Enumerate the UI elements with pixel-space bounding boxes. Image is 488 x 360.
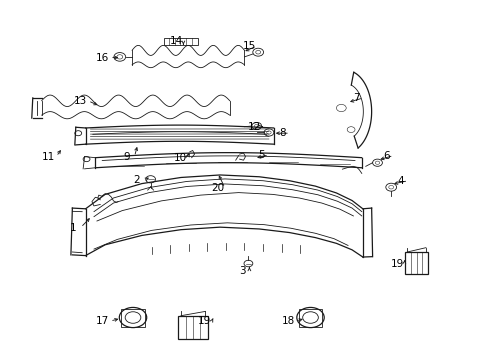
Text: 9: 9	[123, 152, 130, 162]
Text: 12: 12	[247, 122, 261, 132]
Text: 17: 17	[96, 316, 109, 326]
Text: 16: 16	[96, 53, 109, 63]
Text: 2: 2	[133, 175, 140, 185]
Text: 3: 3	[238, 266, 245, 276]
Text: 19: 19	[389, 258, 403, 269]
Text: 20: 20	[211, 183, 224, 193]
Text: 4: 4	[397, 176, 404, 186]
Text: 8: 8	[279, 128, 285, 138]
Text: 7: 7	[352, 93, 359, 103]
Text: 6: 6	[382, 150, 389, 161]
Text: 11: 11	[42, 152, 56, 162]
Text: 13: 13	[74, 96, 87, 106]
Text: 10: 10	[173, 153, 186, 163]
Text: 5: 5	[258, 150, 264, 160]
Text: 19: 19	[197, 316, 211, 326]
Text: 15: 15	[242, 41, 256, 51]
Text: 18: 18	[281, 316, 295, 326]
Text: 1: 1	[70, 222, 77, 233]
Text: 14: 14	[169, 36, 183, 46]
